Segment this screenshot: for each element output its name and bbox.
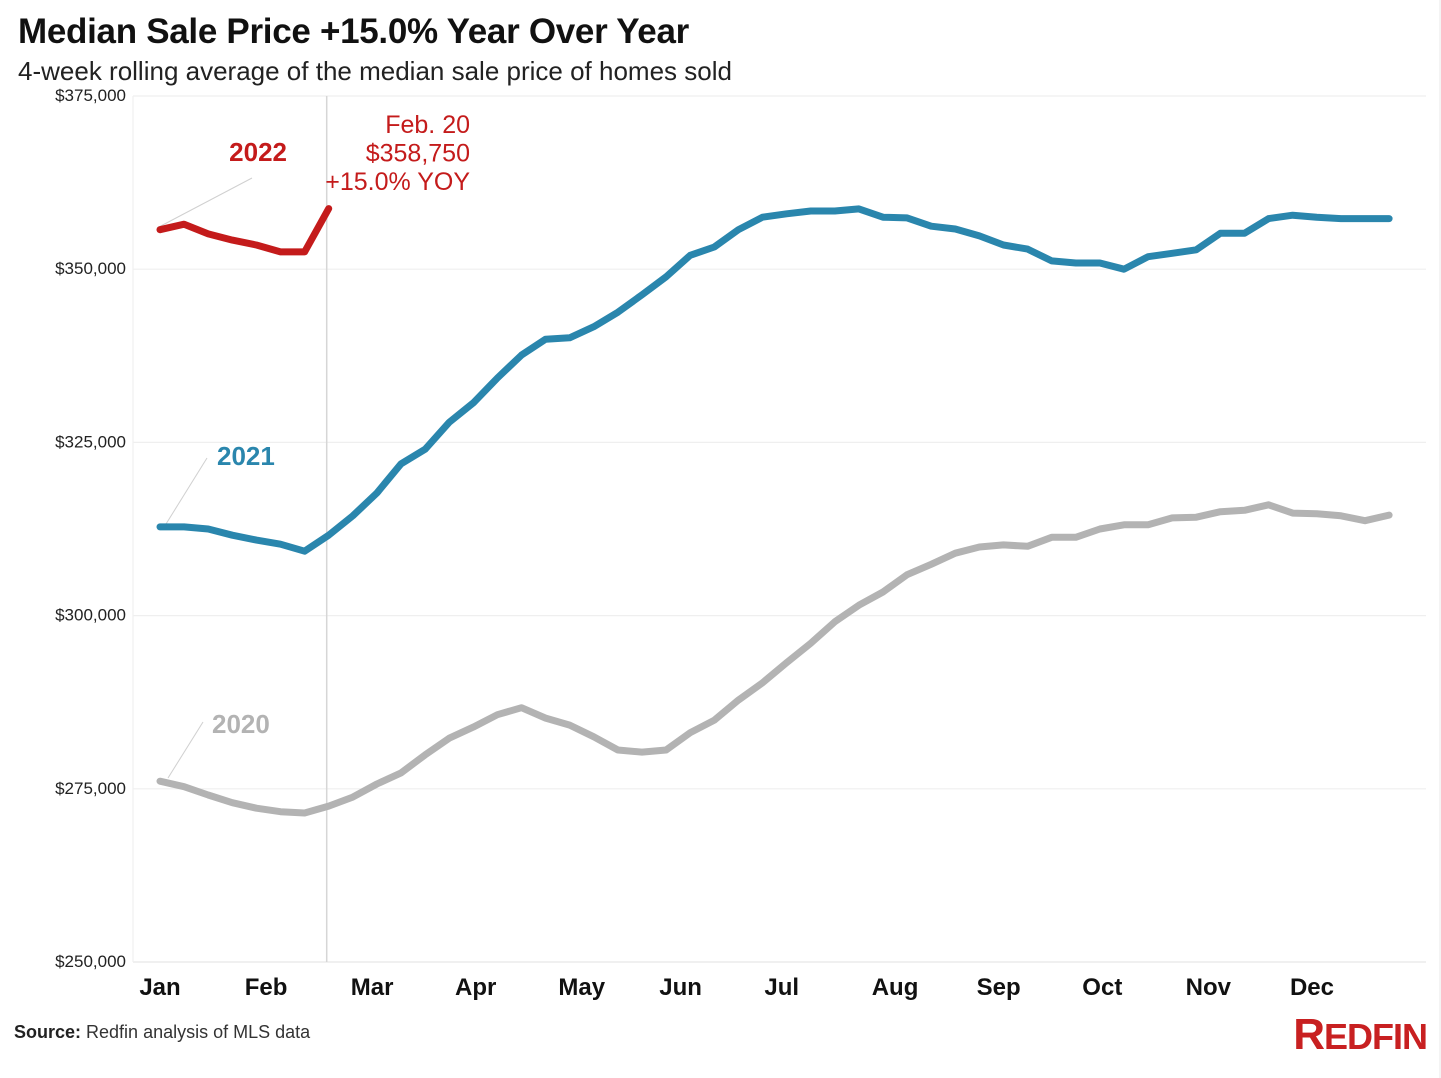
series-line-2020 xyxy=(156,501,1393,817)
series-lines xyxy=(156,205,1393,817)
y-tick-label: $325,000 xyxy=(55,432,126,451)
y-tick-label: $350,000 xyxy=(55,259,126,278)
chart-subtitle: 4-week rolling average of the median sal… xyxy=(18,56,732,86)
label-leader-lines xyxy=(156,177,253,779)
source-text: Redfin analysis of MLS data xyxy=(81,1022,311,1042)
leader-line-2021 xyxy=(165,457,208,525)
redfin-logo: REDFIN xyxy=(1293,1010,1428,1060)
y-tick-label: $300,000 xyxy=(55,606,126,625)
gridlines xyxy=(132,95,1426,963)
frame-edge xyxy=(1439,0,1441,1078)
series-label-2021: 2021 xyxy=(217,441,275,471)
series-labels: 2020 2021 2022 xyxy=(212,137,287,739)
logo-first-letter: R xyxy=(1293,1010,1325,1059)
x-tick-label: Jun xyxy=(659,974,702,1001)
x-tick-label: Aug xyxy=(872,974,919,1001)
y-tick-label: $275,000 xyxy=(55,779,126,798)
annotation-line: $358,750 xyxy=(366,140,470,168)
x-tick-label: Sep xyxy=(977,974,1021,1001)
annotation: Feb. 20$358,750+15.0% YOY xyxy=(325,111,470,196)
leader-line-2022 xyxy=(156,177,253,229)
x-tick-label: Nov xyxy=(1186,974,1232,1001)
y-axis: $250,000 $275,000 $300,000 $325,000 $350,000… xyxy=(55,86,126,971)
x-tick-label: Dec xyxy=(1290,974,1334,1001)
chart-title: Median Sale Price +15.0% Year Over Year xyxy=(18,12,689,51)
x-tick-label: Apr xyxy=(455,974,496,1001)
series-label-2020: 2020 xyxy=(212,709,270,739)
y-tick-label: $250,000 xyxy=(55,952,126,971)
series-line-2021 xyxy=(156,205,1393,555)
x-tick-label: Jul xyxy=(764,974,799,1001)
leader-line-2020 xyxy=(167,721,204,779)
x-axis: Jan Feb Mar Apr May Jun Jul Aug Sep Oct Nov Dec xyxy=(139,974,1334,1001)
series-line-2022 xyxy=(156,205,333,256)
series-label-2022: 2022 xyxy=(229,137,287,167)
annotation-line: +15.0% YOY xyxy=(325,168,470,196)
x-tick-label: May xyxy=(558,974,605,1001)
source-label: Source: xyxy=(14,1022,82,1042)
x-tick-label: Feb xyxy=(245,974,288,1001)
x-tick-label: Mar xyxy=(351,974,394,1001)
annotation-line: Feb. 20 xyxy=(385,111,470,139)
logo-rest: EDFIN xyxy=(1324,1016,1428,1057)
y-tick-label: $375,000 xyxy=(55,86,126,105)
x-tick-label: Jan xyxy=(139,974,180,1001)
source-note: Source: Redfin analysis of MLS data xyxy=(14,1022,310,1043)
x-tick-label: Oct xyxy=(1082,974,1122,1001)
